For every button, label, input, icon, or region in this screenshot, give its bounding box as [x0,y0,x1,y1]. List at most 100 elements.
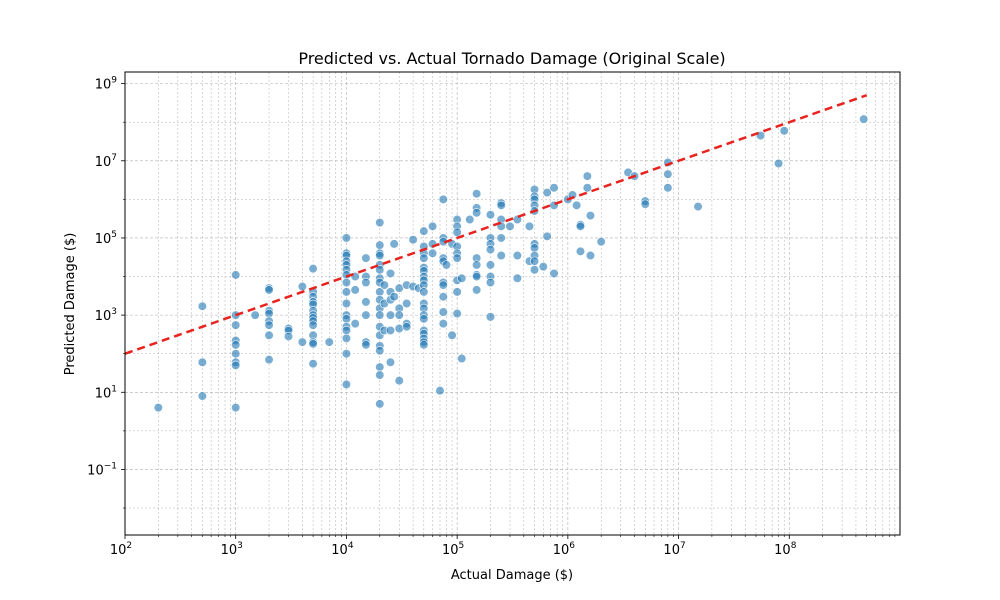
data-point [375,399,385,409]
data-point [379,280,389,290]
data-point [297,337,307,347]
plot-frame [124,71,901,536]
data-point [394,376,404,386]
data-point [529,256,540,266]
data-point [385,357,396,367]
data-point [575,221,586,231]
data-point [582,171,592,181]
data-point [375,217,385,228]
data-point [402,298,412,309]
data-point [375,346,385,356]
data-point [341,349,352,359]
data-point [283,331,294,342]
data-point [419,340,429,350]
data-point [197,301,207,311]
data-point [341,379,352,390]
data-point [472,271,482,282]
data-point [496,233,506,243]
data-point [485,312,496,322]
data-point [452,308,462,319]
data-point [447,330,457,340]
data-point [496,200,506,210]
data-point [350,285,360,295]
data-point [231,360,241,370]
data-point [496,250,506,261]
x-tick-label: 106 [553,541,576,558]
data-point [472,260,482,270]
data-point [419,287,429,297]
data-point [512,273,522,283]
data-point [297,281,307,292]
y-tick-label: 10−1 [87,461,117,478]
data-point [585,210,596,221]
data-point [485,260,496,270]
data-point [441,260,452,270]
data-point [308,264,318,274]
data-point [341,298,352,309]
data-point [452,287,462,297]
data-point [438,319,448,329]
data-point [859,114,869,124]
y-tick-label: 107 [95,153,117,170]
x-tick-label: 108 [774,541,797,558]
x-tick-label: 103 [221,541,243,558]
data-point [402,322,412,332]
data-point [427,248,438,258]
data-point [472,208,482,218]
data-point [308,339,318,349]
data-point [596,237,606,247]
data-point [438,292,448,302]
data-point [361,340,371,350]
data-point [250,310,260,320]
data-point [485,277,496,288]
minor-grid [125,72,900,535]
data-point [341,333,352,343]
data-point [549,183,559,193]
data-point [361,297,371,307]
data-point [231,349,241,359]
y-axis-label: Predicted Damage ($) [63,233,78,376]
data-point [231,340,241,350]
data-point [231,270,241,280]
data-point [663,183,673,193]
data-point [341,287,352,297]
data-point [375,310,385,320]
data-point [452,253,462,263]
data-point [542,231,552,241]
data-point [385,325,396,336]
data-point [361,310,371,320]
data-point [231,403,241,413]
data-point [341,314,352,324]
data-point [512,250,522,261]
data-point [529,265,540,275]
data-point [438,307,448,317]
data-point [375,250,385,261]
data-point [264,320,274,330]
y-tick-label: 103 [95,307,117,324]
data-point [375,240,385,250]
data-point [663,169,673,179]
data-point [264,355,274,365]
x-tick-label: 107 [663,541,685,558]
data-point [264,285,274,295]
data-point [542,187,552,198]
data-point [575,246,586,256]
reference-line [124,94,868,355]
data-points [153,114,869,413]
x-axis-ticks: 102 103 104 105 106 107 108 [110,535,896,558]
data-point [538,262,548,272]
y-axis-ticks: 10−1 101 103 105 107 109 [87,76,125,509]
data-point [435,386,445,396]
x-tick-label: 105 [442,541,464,558]
data-point [394,310,404,320]
x-axis-label: Actual Damage ($) [451,568,573,583]
data-point [438,194,448,204]
data-point [582,183,592,193]
data-point [197,391,207,401]
data-point [419,314,429,324]
data-point [419,253,429,263]
data-point [419,226,429,236]
data-point [572,200,582,210]
data-point [375,370,385,380]
